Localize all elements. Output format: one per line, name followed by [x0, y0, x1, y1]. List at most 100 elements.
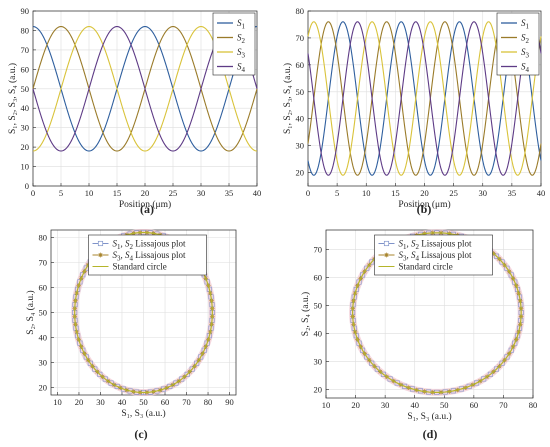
lissajous-point-s1s2: [108, 380, 114, 386]
x-tick-label: 25: [169, 188, 178, 198]
lissajous-point-s1s2: [508, 347, 514, 353]
x-tick-label: 35: [225, 188, 234, 198]
y-tick-label: 40: [314, 329, 323, 339]
chart-panel-b: 0 5 10 15 20 25 30 35 40 20 30 40 50 60 70 80 Position (…: [282, 6, 545, 216]
x-tick-label: 20: [141, 188, 150, 198]
panel-label: (d): [423, 427, 438, 441]
legend-entry: S3: [237, 47, 246, 60]
x-tick-label: 90: [225, 397, 234, 407]
ticks: 0 5 10 15 20 25 30 35 40 0 10 20 30 40 50 60 70 80 90: [21, 6, 262, 198]
x-tick-label: 40: [410, 400, 419, 410]
y-tick-label: 20: [39, 383, 48, 393]
lissajous-point-s1s2: [369, 259, 375, 265]
x-axis-label: S₁, S₃ (a.u.): [121, 408, 165, 419]
lissajous-point-s1s2: [504, 265, 510, 271]
y-tick-label: 60: [39, 283, 48, 293]
x-tick-label: 10: [322, 400, 331, 410]
x-tick-label: 60: [161, 397, 170, 407]
y-tick-label: 20: [314, 385, 323, 395]
y-tick-label: 40: [21, 103, 30, 113]
x-tick-label: 35: [508, 188, 517, 198]
y-tick-label: 0: [25, 181, 29, 191]
lissajous-point-s1s2: [508, 272, 514, 278]
y-tick-label: 70: [39, 258, 48, 268]
legend-entry: S4: [521, 62, 530, 75]
legend-entry: S2: [237, 33, 246, 46]
series-line-s3: [307, 21, 542, 176]
lissajous-point-s1s2: [194, 360, 200, 366]
x-tick-label: 15: [391, 188, 400, 198]
lissajous-point-s1s2: [102, 376, 108, 382]
lissajous-point-s1s2: [364, 265, 370, 271]
x-tick-label: 20: [351, 400, 360, 410]
series-line-s1: [307, 21, 542, 176]
legend-marker-star: [98, 252, 103, 258]
legend-entry: S3, S4 Lissajous plot: [399, 250, 473, 263]
legend-entry: S1, S2 Lissajous plot: [113, 239, 187, 252]
x-tick-label: 0: [31, 188, 35, 198]
lissajous-point-s1s2: [364, 354, 370, 360]
lissajous-point-s1s2: [184, 371, 190, 377]
y-axis-label: S₁, S₂, S₃, S₄ (a.u.): [7, 63, 18, 134]
x-tick-label: 20: [420, 188, 429, 198]
legend-entry: S3, S4 Lissajous plot: [113, 250, 187, 263]
lissajous-point-s1s2: [87, 360, 93, 366]
y-tick-label: 40: [39, 333, 48, 343]
y-tick-label: 80: [296, 6, 305, 16]
y-tick-label: 60: [314, 273, 323, 283]
y-tick-label: 50: [39, 308, 48, 318]
ticks: 10 20 30 40 50 60 70 80 20 30 40 50 60 70: [314, 245, 538, 410]
lissajous-point-s1s2: [83, 354, 89, 360]
x-tick-label: 5: [335, 188, 339, 198]
lissajous-point-s1s2: [481, 376, 487, 382]
x-tick-label: 30: [197, 188, 206, 198]
y-tick-label: 60: [21, 64, 30, 74]
lissajous-point-s1s2: [504, 354, 510, 360]
x-tick-label: 5: [59, 188, 63, 198]
x-tick-label: 15: [113, 188, 122, 198]
legend-entry: S4: [237, 62, 246, 75]
lissajous-point-s1s2: [189, 366, 195, 372]
chart-panel-c: 10 20 30 40 50 60 70 80 90 20 30 40 50 60 70 80 S₁, S₃ (…: [25, 228, 237, 441]
lissajous-point-s1s2: [380, 371, 386, 377]
y-tick-label: 50: [296, 87, 305, 97]
x-tick-label: 80: [529, 400, 538, 410]
lissajous-point-s1s2: [179, 376, 185, 382]
lissajous-point-s1s2: [360, 347, 366, 353]
x-tick-label: 40: [253, 188, 262, 198]
y-tick-label: 90: [21, 6, 30, 16]
x-tick-label: 10: [362, 188, 371, 198]
y-axis-label: S₂, S₄ (a.u.): [300, 292, 311, 336]
lissajous-point-s1s2: [360, 272, 366, 278]
legend-entry: Standard circle: [399, 262, 453, 272]
x-tick-label: 0: [306, 188, 310, 198]
legend-entry: S1, S2 Lissajous plot: [399, 239, 473, 252]
y-tick-label: 80: [39, 233, 48, 243]
y-tick-label: 30: [296, 141, 305, 151]
x-tick-label: 50: [139, 397, 148, 407]
x-tick-label: 30: [381, 400, 390, 410]
y-tick-label: 60: [296, 60, 305, 70]
chart-panel-d: 10 20 30 40 50 60 70 80 20 30 40 50 60 70 S₁, S₃ (a.u.…: [300, 229, 538, 441]
x-tick-label: 10: [53, 397, 62, 407]
y-tick-label: 50: [314, 301, 323, 311]
lissajous-point-s1s2: [499, 259, 505, 265]
x-tick-label: 30: [96, 397, 105, 407]
legend-box: [212, 12, 256, 76]
y-tick-label: 40: [296, 114, 305, 124]
legend-entry: S2: [521, 33, 530, 46]
legend-marker-square: [97, 240, 104, 247]
legend-box: [496, 12, 540, 76]
x-tick-label: 60: [470, 400, 479, 410]
y-tick-label: 70: [296, 33, 305, 43]
x-tick-label: 40: [118, 397, 127, 407]
y-tick-label: 10: [21, 162, 30, 172]
y-tick-label: 20: [296, 168, 305, 178]
x-axis-label: S₁, S₃ (a.u.): [407, 411, 451, 422]
chart-panel-a: 0 5 10 15 20 25 30 35 40 0 10 20 30 40 50 60 70 80 90 Posit…: [7, 6, 261, 216]
legend-entry: Standard circle: [113, 262, 167, 272]
y-tick-label: 30: [21, 123, 30, 133]
